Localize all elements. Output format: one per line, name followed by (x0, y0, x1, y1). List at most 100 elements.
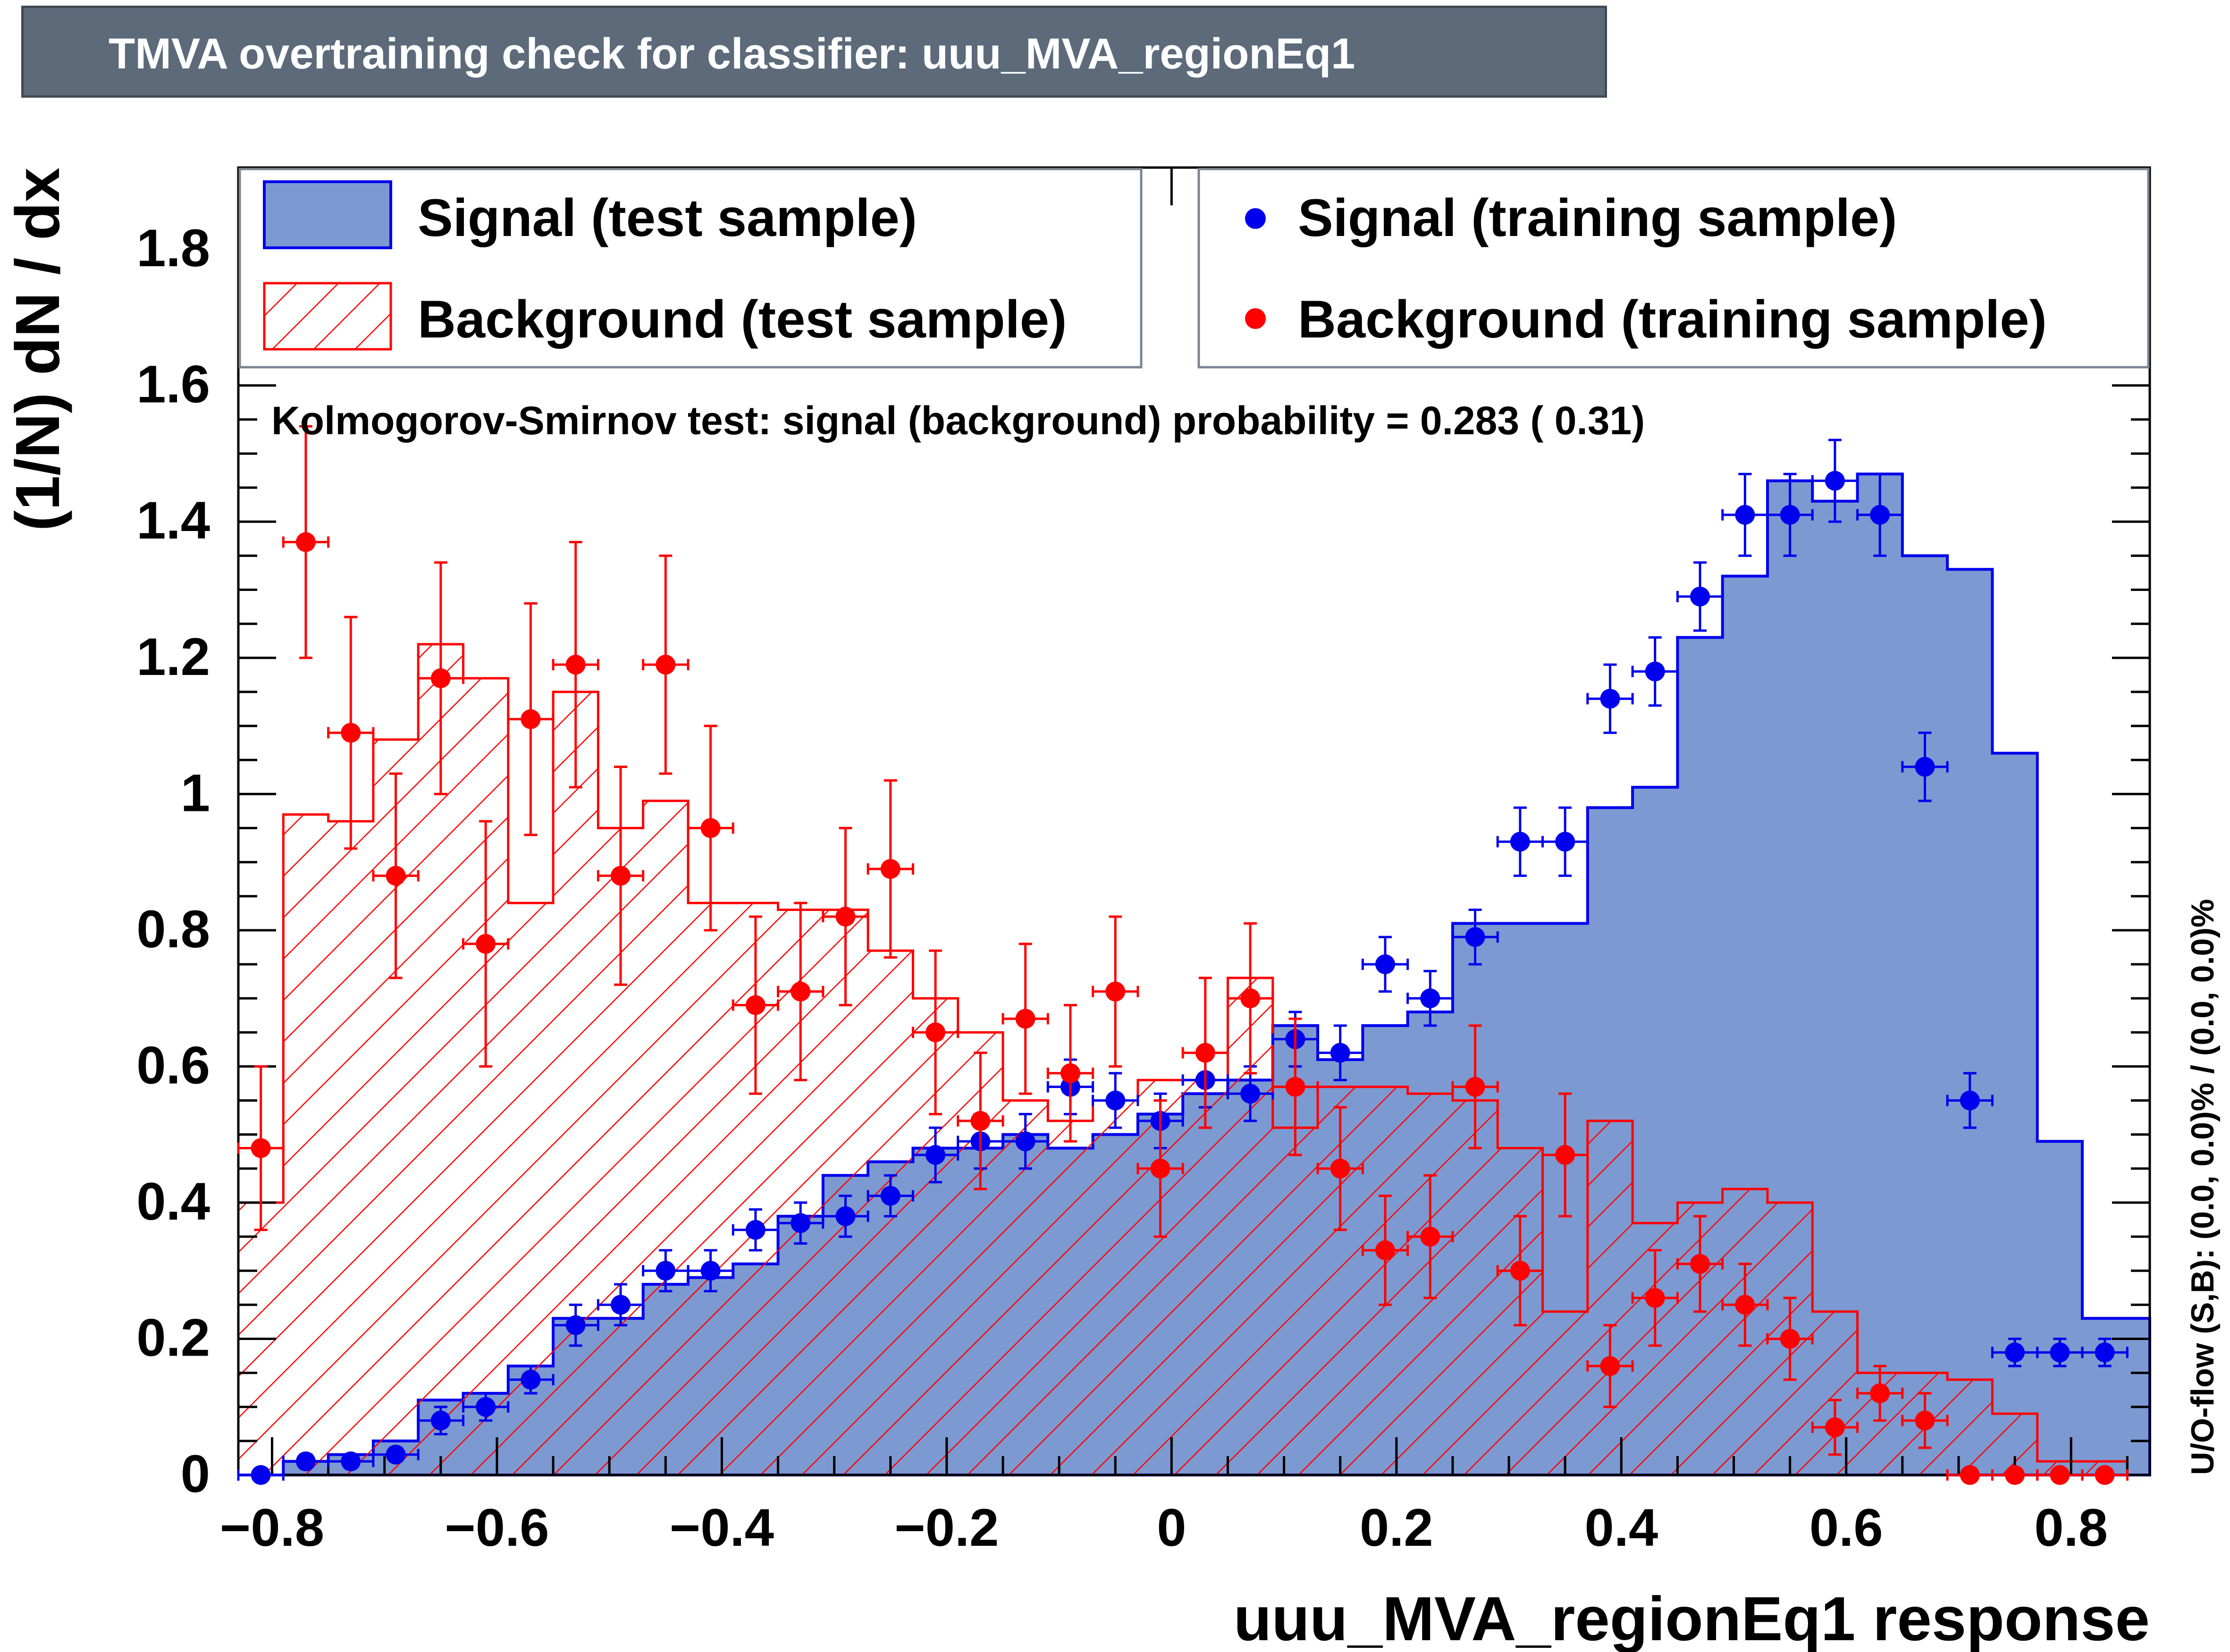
overflow-label: U/O-flow (S,B): (0.0, 0.0)% / (0.0, 0.0)… (2185, 899, 2221, 1475)
background-training-point (611, 866, 631, 886)
signal-training-point (1690, 586, 1710, 607)
background-training-point (1870, 1383, 1890, 1403)
background-training-point (386, 866, 406, 886)
title-box: TMVA overtraining check for classifier: … (21, 6, 1607, 98)
signal-training-point (1240, 1084, 1261, 1104)
legend-swatch-signal-test (263, 180, 392, 249)
signal-training-point (565, 1315, 586, 1335)
background-training-point (430, 668, 451, 689)
signal-training-point (430, 1410, 451, 1431)
background-training-point (1780, 1329, 1800, 1349)
legend-label-signal-test: Signal (test sample) (418, 188, 917, 247)
signal-training-point (791, 1213, 811, 1233)
signal-training-point (521, 1370, 541, 1390)
y-tick-label: 1.2 (136, 627, 210, 686)
signal-training-point (835, 1206, 856, 1226)
background-training-point (1330, 1158, 1350, 1179)
background-training-point (1420, 1227, 1440, 1247)
background-training-point (1600, 1356, 1620, 1376)
background-training-point (1645, 1288, 1665, 1308)
background-training-point (1555, 1145, 1575, 1165)
background-training-point (2005, 1465, 2025, 1485)
x-tick-label: 0.2 (1360, 1498, 1433, 1557)
x-tick-label: −0.2 (894, 1498, 999, 1557)
y-tick-label: 0 (181, 1444, 210, 1503)
signal-training-point (251, 1465, 271, 1485)
y-tick-label: 1.8 (136, 219, 210, 278)
background-training-point (1285, 1077, 1305, 1097)
signal-training-point (1825, 471, 1845, 491)
x-tick-label: 0.6 (1809, 1498, 1883, 1557)
signal-training-point (1330, 1043, 1350, 1063)
signal-training-point (1465, 927, 1485, 947)
signal-training-point (1015, 1131, 1035, 1152)
background-training-point (476, 934, 496, 954)
y-tick-label: 0.2 (136, 1308, 210, 1367)
background-training-point (1375, 1240, 1395, 1260)
plot-frame (237, 166, 2151, 1476)
signal-training-point (1960, 1090, 1980, 1111)
signal-training-point (1510, 832, 1530, 852)
x-tick-label: 0.8 (2034, 1498, 2108, 1557)
background-training-point (1240, 988, 1261, 1009)
x-tick-label: −0.4 (670, 1498, 774, 1557)
background-training-point (1735, 1295, 1755, 1315)
y-axis-label: (1/N) dN / dx (3, 168, 72, 531)
background-training-point (791, 981, 811, 1002)
background-training-point (521, 709, 541, 729)
ks-test-text: Kolmogorov-Smirnov test: signal (backgro… (271, 398, 1645, 443)
y-tick-label: 0.4 (136, 1172, 210, 1231)
background-training-point (1915, 1410, 1935, 1431)
background-training-point (1960, 1465, 1980, 1485)
signal-training-point (1420, 988, 1440, 1009)
legend-label-signal-training: Signal (training sample) (1298, 188, 1897, 247)
legend-box-right (1197, 168, 2150, 369)
legend-label-background-test: Background (test sample) (418, 290, 1067, 349)
signal-training-point (745, 1220, 766, 1240)
signal-training-point (341, 1451, 361, 1472)
signal-training-point (1735, 505, 1755, 525)
background-training-point (295, 532, 316, 552)
background-training-point (2095, 1465, 2115, 1485)
background-training-point (1195, 1043, 1215, 1063)
legend-swatch-background-test (263, 282, 392, 351)
signal-training-point (656, 1261, 676, 1281)
background-training-point (745, 995, 766, 1015)
background-training-point (565, 655, 586, 675)
background-training-point (2050, 1465, 2070, 1485)
background-training-point (1465, 1077, 1485, 1097)
background-training-point (656, 655, 676, 675)
signal-training-point (1105, 1090, 1126, 1111)
background-training-point (926, 1022, 946, 1043)
y-tick-label: 1.6 (136, 355, 210, 414)
signal-training-point (476, 1397, 496, 1417)
chart-title: TMVA overtraining check for classifier: … (109, 30, 1355, 78)
signal-training-point (2005, 1342, 2025, 1363)
y-tick-label: 0.8 (136, 900, 210, 959)
y-tick-label: 1.4 (136, 491, 210, 550)
background-training-point (1510, 1261, 1530, 1281)
background-training-point (1105, 981, 1126, 1002)
legend-marker-background-training (1245, 308, 1266, 329)
x-tick-label: −0.8 (220, 1498, 324, 1557)
background-training-point (251, 1138, 271, 1158)
signal-training-point (1375, 954, 1395, 974)
x-tick-label: 0.4 (1584, 1498, 1658, 1557)
signal-training-point (1870, 505, 1890, 525)
x-tick-label: −0.6 (445, 1498, 549, 1557)
legend-marker-signal-training (1245, 208, 1266, 229)
signal-training-point (880, 1186, 900, 1206)
x-axis-label: uuu_MVA_regionEq1 response (1234, 1584, 2150, 1652)
signal-training-point (1780, 505, 1800, 525)
background-training-point (1825, 1417, 1845, 1438)
background-training-point (1015, 1009, 1035, 1029)
signal-training-point (295, 1451, 316, 1472)
background-training-point (1060, 1063, 1080, 1083)
background-training-point (880, 859, 900, 879)
signal-training-point (2095, 1342, 2115, 1363)
signal-training-point (926, 1145, 946, 1165)
background-training-point (970, 1111, 991, 1131)
signal-training-point (1915, 757, 1935, 777)
signal-training-point (1555, 832, 1575, 852)
